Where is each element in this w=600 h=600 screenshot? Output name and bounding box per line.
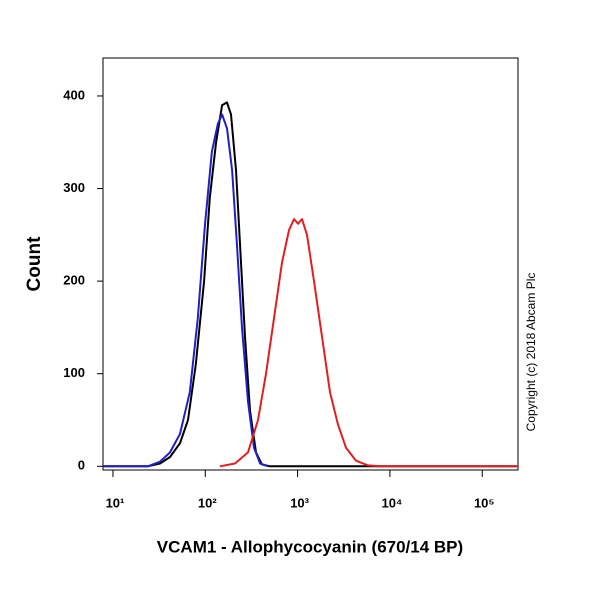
histogram-line — [219, 218, 518, 468]
y-tick-label: 200 — [63, 273, 85, 288]
y-tick-label: 0 — [78, 458, 85, 473]
x-tick-label: 10¹ — [106, 495, 125, 510]
histogram-line — [103, 113, 269, 468]
copyright: Copyright (c) 2018 Abcam Plc — [524, 273, 538, 432]
y-tick-label: 300 — [63, 180, 85, 195]
plot-frame — [102, 57, 519, 471]
x-tick-label: 10⁴ — [381, 495, 402, 510]
x-tick-label: 10² — [198, 495, 217, 510]
y-tick-label: 100 — [63, 365, 85, 380]
x-tick-label: 10⁵ — [474, 495, 495, 510]
histogram-line — [103, 101, 518, 468]
y-axis-label: Count — [24, 236, 45, 292]
y-tick-label: 400 — [63, 87, 85, 102]
x-tick-label: 10³ — [290, 495, 309, 510]
x-axis-label: VCAM1 - Allophycocyanin (670/14 BP) — [157, 537, 463, 556]
